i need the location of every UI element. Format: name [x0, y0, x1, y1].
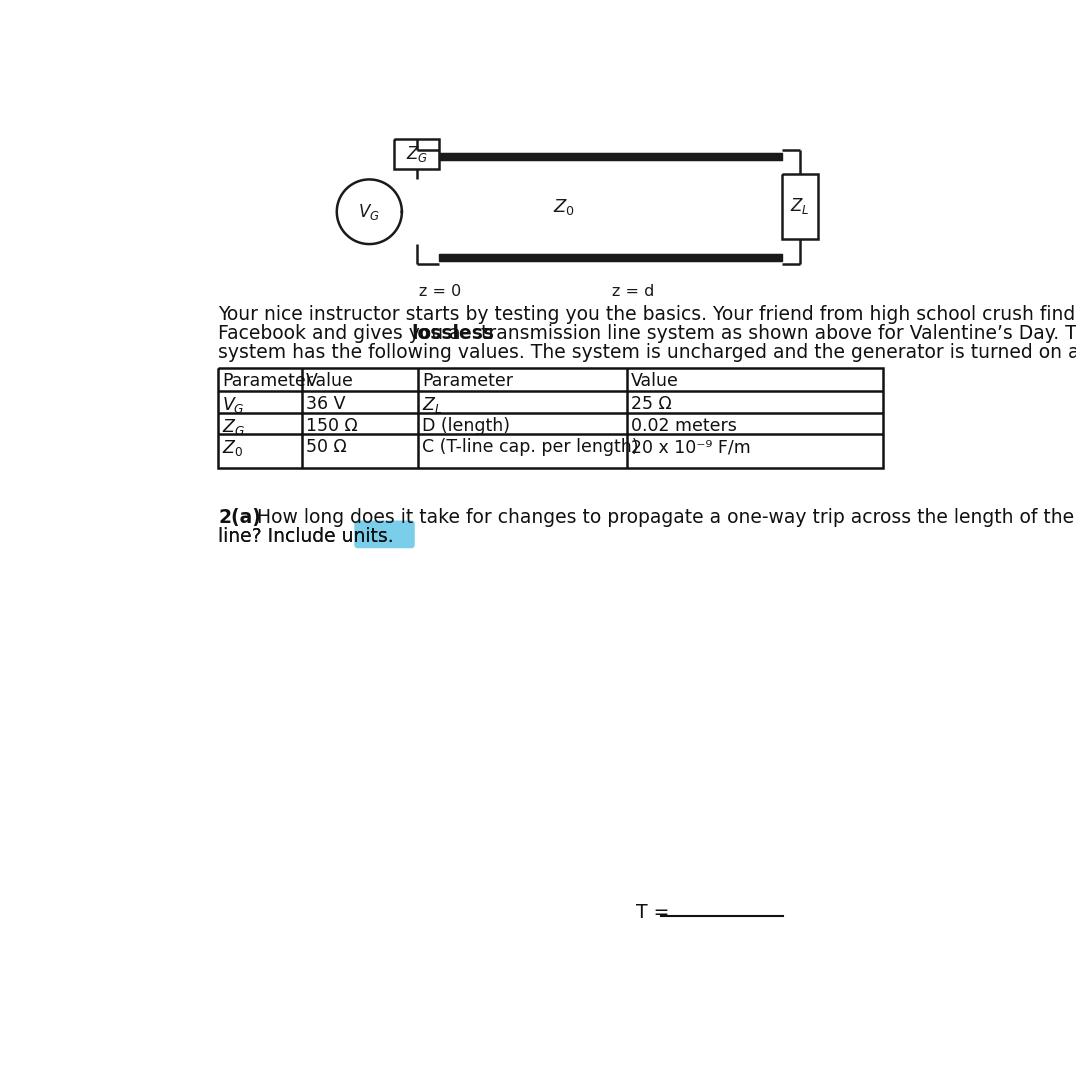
Text: transmission line system as shown above for Valentine’s Day. The: transmission line system as shown above … [476, 324, 1076, 343]
Text: 2(a): 2(a) [218, 508, 261, 527]
Text: 150 Ω: 150 Ω [306, 416, 357, 434]
Text: z = d: z = d [612, 285, 654, 299]
Text: C (T-line cap. per length): C (T-line cap. per length) [422, 438, 638, 456]
Text: $V_G$: $V_G$ [358, 202, 380, 222]
Text: Parameter: Parameter [222, 372, 313, 390]
Text: 50 Ω: 50 Ω [306, 438, 346, 456]
Text: $Z_L$: $Z_L$ [422, 395, 442, 415]
Text: Value: Value [306, 372, 354, 390]
Text: Value: Value [632, 372, 679, 390]
Text: How long does it take for changes to propagate a one-way trip across the length : How long does it take for changes to pro… [252, 508, 1076, 527]
Text: 25 Ω: 25 Ω [632, 395, 672, 413]
Text: line? Include units.: line? Include units. [218, 527, 394, 547]
Text: $Z_0$: $Z_0$ [222, 438, 243, 458]
Text: z = 0: z = 0 [420, 285, 462, 299]
Text: $Z_G$: $Z_G$ [222, 416, 245, 437]
Text: Your nice instructor starts by testing you the basics. Your friend from high sch: Your nice instructor starts by testing y… [218, 305, 1076, 323]
FancyBboxPatch shape [354, 521, 414, 549]
Text: 0.02 meters: 0.02 meters [632, 416, 737, 434]
Text: 36 V: 36 V [306, 395, 345, 413]
Text: T =: T = [636, 903, 676, 922]
Text: $Z_L$: $Z_L$ [791, 196, 810, 217]
Text: system has the following values. The system is uncharged and the generator is tu: system has the following values. The sys… [218, 344, 1076, 362]
Text: Parameter: Parameter [422, 372, 513, 390]
Text: Facebook and gives you a: Facebook and gives you a [218, 324, 467, 343]
Text: lossless: lossless [411, 324, 494, 343]
Text: $Z_G$: $Z_G$ [406, 144, 427, 164]
Text: $V_G$: $V_G$ [222, 395, 244, 415]
Text: 20 x 10⁻⁹ F/m: 20 x 10⁻⁹ F/m [632, 438, 751, 456]
Text: D (length): D (length) [422, 416, 510, 434]
Text: line? Include units.: line? Include units. [218, 527, 394, 547]
Text: $Z_0$: $Z_0$ [553, 197, 576, 217]
